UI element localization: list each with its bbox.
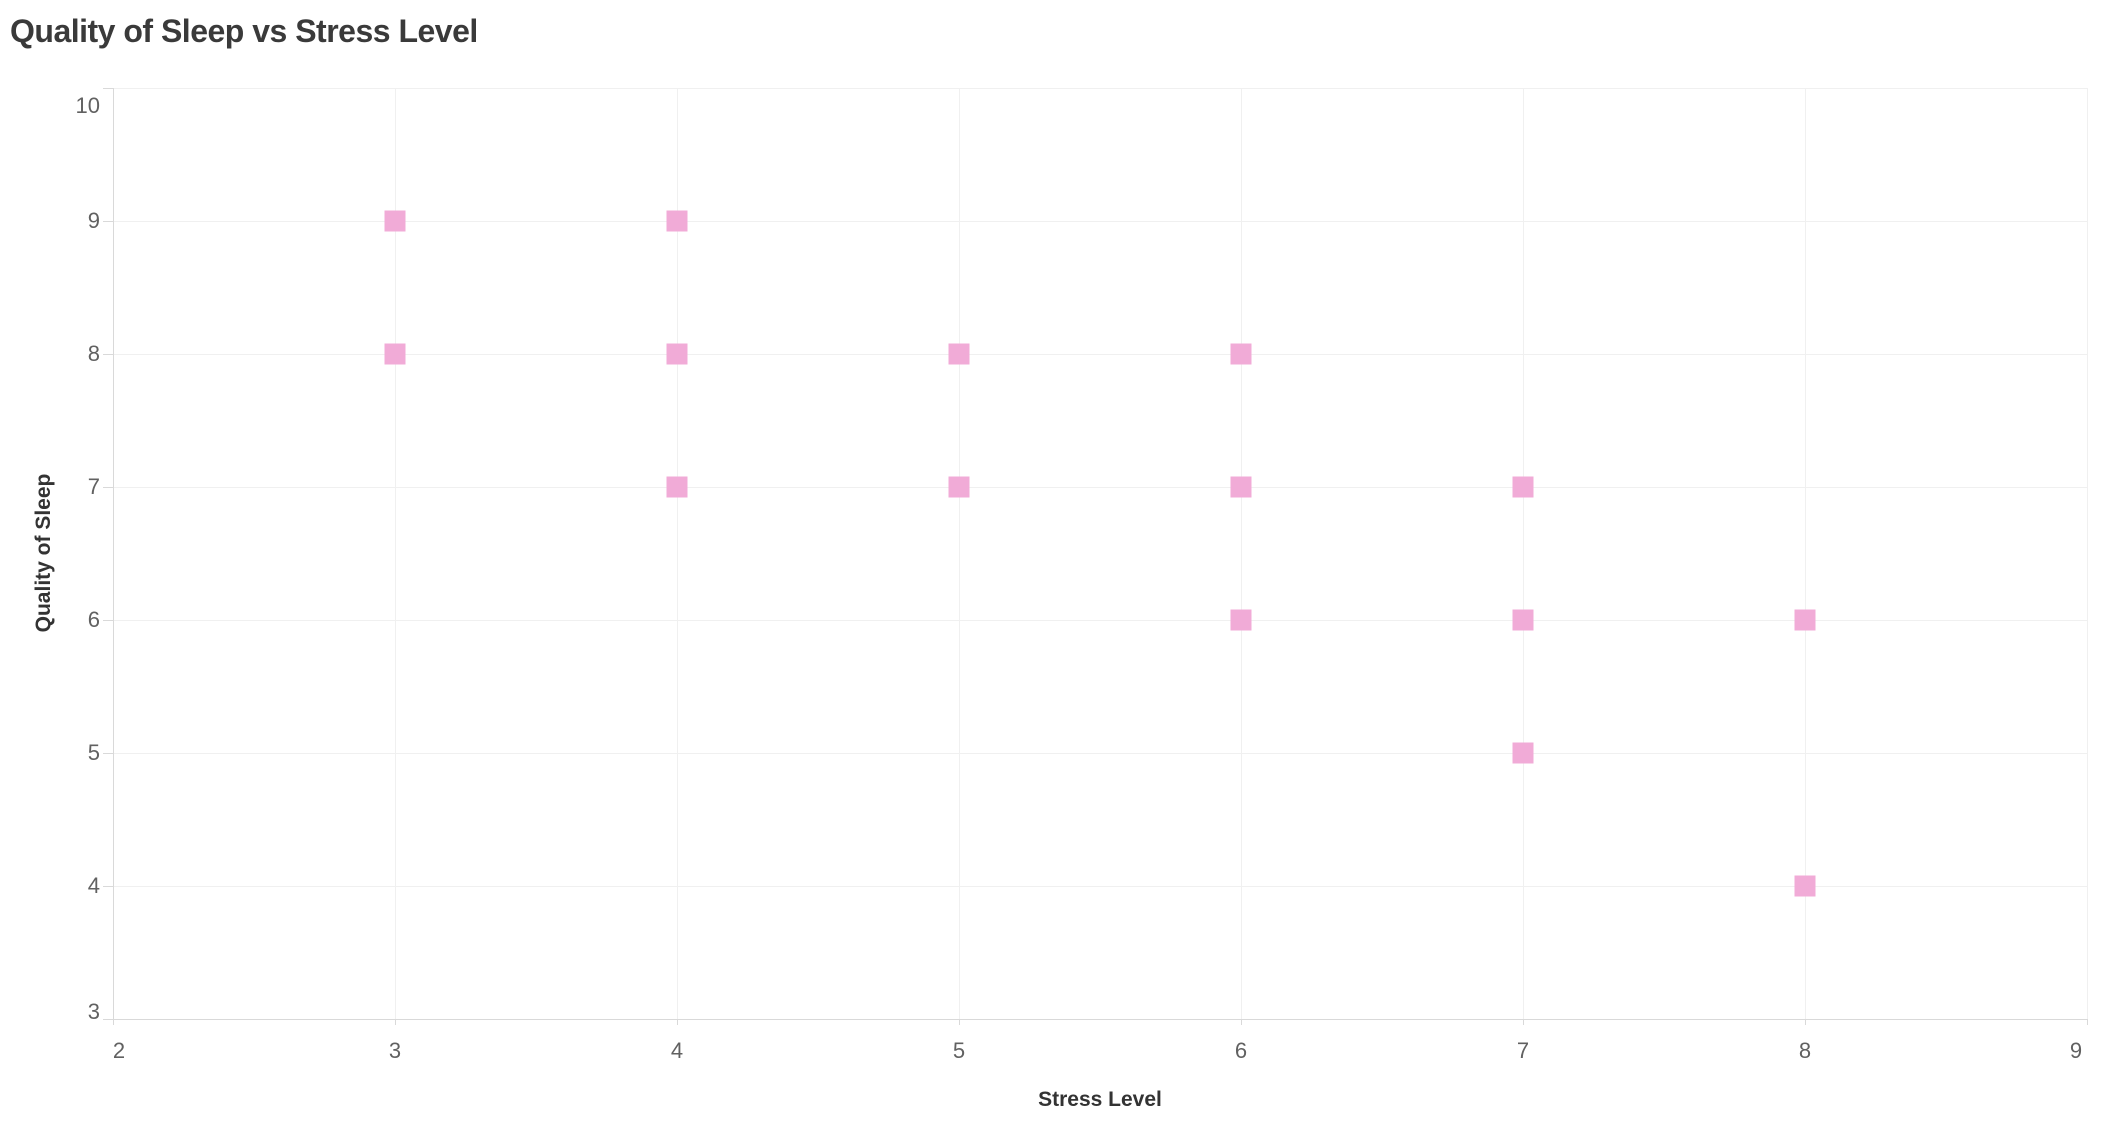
x-axis-title: Stress Level: [1038, 1088, 1162, 1111]
y-gridline: [113, 221, 2087, 222]
data-point-marker[interactable]: [384, 343, 406, 365]
y-axis-line: [113, 88, 114, 1019]
x-gridline: [677, 88, 678, 1019]
data-point-marker[interactable]: [1794, 875, 1816, 897]
y-gridline: [113, 886, 2087, 887]
y-axis-title: Quality of Sleep: [32, 473, 55, 633]
x-axis-line: [113, 1019, 2087, 1020]
x-tick-label: 6: [1234, 1038, 1248, 1063]
x-tick-mark: [2087, 1019, 2088, 1025]
data-point-marker[interactable]: [666, 343, 688, 365]
y-gridline: [113, 620, 2087, 621]
chart-title: Quality of Sleep vs Stress Level: [10, 13, 478, 49]
x-tick-label: 7: [1516, 1038, 1530, 1063]
data-point-marker[interactable]: [1512, 609, 1534, 631]
x-gridline: [1523, 88, 1524, 1019]
y-gridline: [113, 88, 2087, 89]
y-tick-label: 8: [87, 341, 100, 366]
y-tick-label: 5: [87, 740, 100, 765]
data-point-marker[interactable]: [1512, 742, 1534, 764]
plot-area: [113, 88, 2087, 1019]
x-gridline: [1805, 88, 1806, 1019]
y-tick-mark: [103, 886, 113, 887]
y-gridline: [113, 487, 2087, 488]
x-tick-mark: [113, 1019, 114, 1025]
x-tick-mark: [677, 1019, 678, 1025]
y-tick-mark: [103, 1019, 113, 1020]
x-gridline: [959, 88, 960, 1019]
data-point-marker[interactable]: [666, 210, 688, 232]
data-point-marker[interactable]: [1794, 609, 1816, 631]
data-point-marker[interactable]: [948, 343, 970, 365]
y-gridline: [113, 753, 2087, 754]
x-tick-mark: [1241, 1019, 1242, 1025]
x-tick-mark: [395, 1019, 396, 1025]
y-gridline: [113, 354, 2087, 355]
y-tick-label: 3: [87, 999, 100, 1024]
data-point-marker[interactable]: [1230, 476, 1252, 498]
y-tick-label: 6: [87, 607, 100, 632]
y-tick-mark: [103, 354, 113, 355]
y-tick-label: 9: [87, 208, 100, 233]
x-tick-mark: [1523, 1019, 1524, 1025]
x-tick-label: 5: [952, 1038, 966, 1063]
x-gridline: [395, 88, 396, 1019]
data-point-marker[interactable]: [1512, 476, 1534, 498]
x-tick-label: 9: [2069, 1038, 2083, 1063]
data-point-marker[interactable]: [948, 476, 970, 498]
y-tick-label: 4: [87, 873, 100, 898]
y-tick-mark: [103, 221, 113, 222]
data-point-marker[interactable]: [1230, 343, 1252, 365]
y-tick-label: 10: [75, 93, 100, 118]
x-gridline: [1241, 88, 1242, 1019]
y-tick-mark: [103, 88, 113, 89]
data-point-marker[interactable]: [384, 210, 406, 232]
x-tick-label: 3: [388, 1038, 402, 1063]
x-tick-label: 2: [112, 1038, 126, 1063]
x-tick-mark: [959, 1019, 960, 1025]
y-tick-label: 7: [87, 474, 100, 499]
x-gridline: [2087, 88, 2088, 1019]
x-tick-label: 8: [1798, 1038, 1812, 1063]
y-tick-mark: [103, 620, 113, 621]
y-tick-mark: [103, 487, 113, 488]
x-tick-label: 4: [670, 1038, 684, 1063]
x-tick-mark: [1805, 1019, 1806, 1025]
y-tick-mark: [103, 753, 113, 754]
data-point-marker[interactable]: [666, 476, 688, 498]
data-point-marker[interactable]: [1230, 609, 1252, 631]
